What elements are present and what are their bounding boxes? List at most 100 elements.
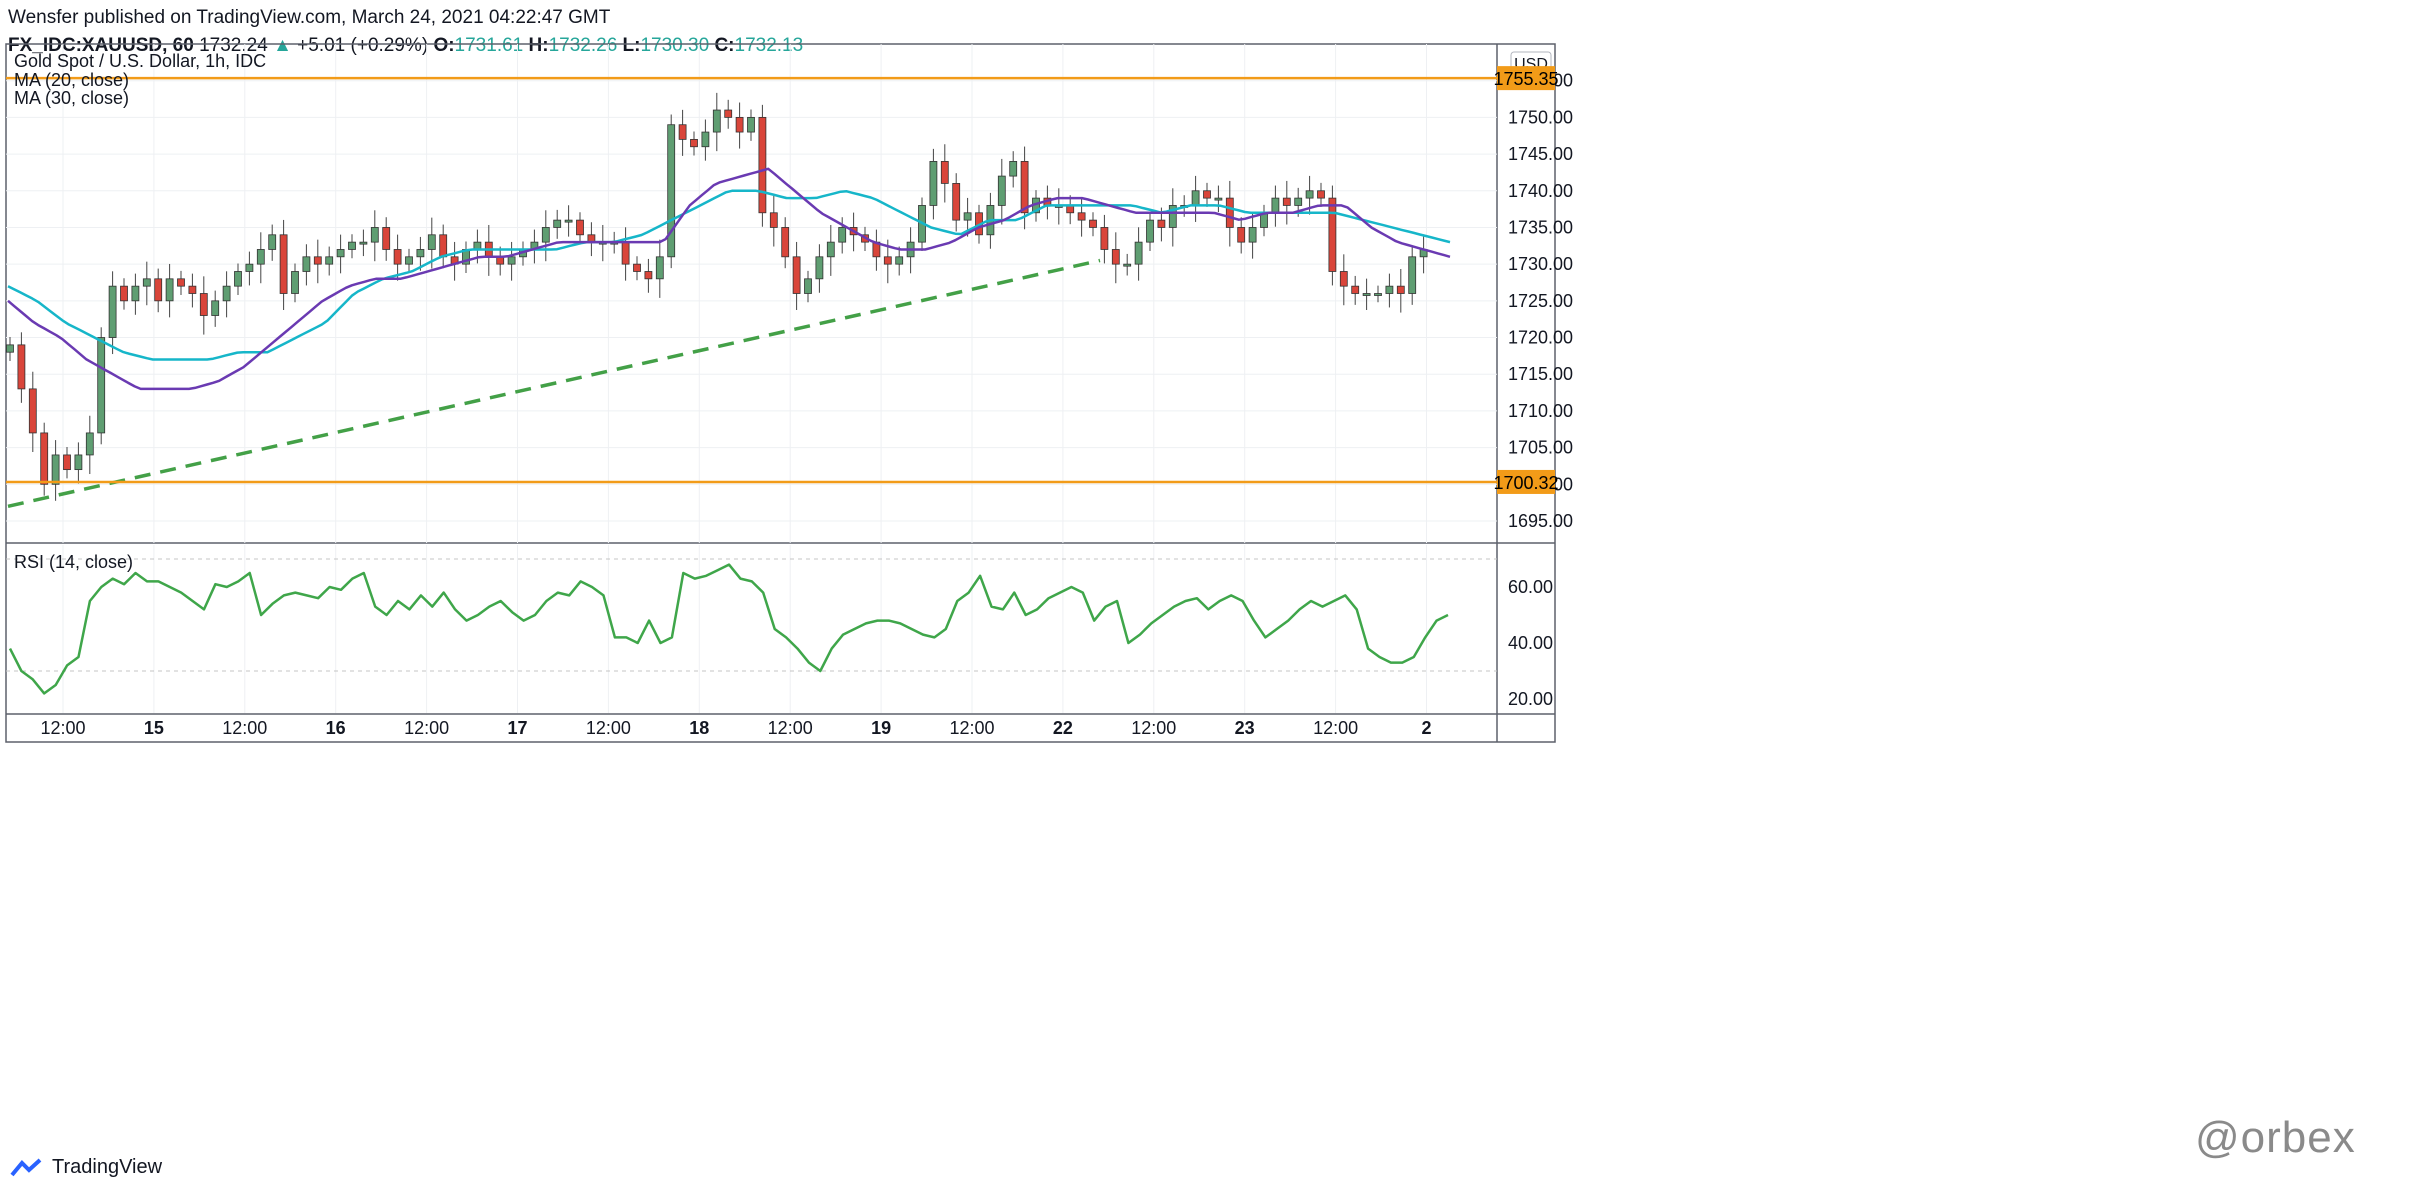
level-price-tag	[1497, 66, 1555, 91]
candle	[1362, 293, 1371, 296]
price-tick-label: 1720.00	[1508, 328, 1573, 348]
time-tick-label: 17	[507, 718, 527, 738]
candle	[1339, 271, 1348, 287]
candle	[815, 256, 824, 280]
candle	[826, 241, 835, 258]
time-tick-label: 12:00	[949, 718, 994, 738]
candle	[895, 256, 904, 265]
rsi-tick-label: 20.00	[1508, 689, 1553, 709]
time-tick-label: 22	[1053, 718, 1073, 738]
symbol-label: FX_IDC:XAUUSD, 60	[8, 35, 194, 56]
candle	[291, 271, 299, 294]
candle	[1374, 293, 1382, 296]
candle	[758, 116, 767, 214]
up-arrow-icon: ▲	[273, 35, 292, 56]
candle	[1089, 219, 1097, 228]
candle	[222, 285, 231, 302]
candle	[325, 256, 334, 265]
candle	[781, 227, 790, 258]
candle	[655, 256, 664, 280]
time-tick-label: 12:00	[222, 718, 267, 738]
candle	[1328, 197, 1337, 272]
candle	[838, 227, 847, 243]
candle	[302, 256, 311, 272]
candle	[6, 344, 14, 353]
candle	[1009, 161, 1018, 177]
candle	[108, 285, 117, 338]
time-tick-label: 19	[871, 718, 891, 738]
candle	[336, 249, 345, 258]
candle	[393, 249, 402, 265]
candle	[85, 432, 94, 456]
candle	[883, 256, 892, 265]
candle	[724, 109, 733, 118]
candle	[1020, 161, 1029, 214]
high-value: 1732.26	[548, 35, 618, 56]
price-tick-label: 1725.00	[1508, 291, 1573, 311]
rsi-line	[8, 563, 1449, 695]
candle	[1168, 205, 1177, 228]
candle	[633, 263, 641, 272]
candle	[576, 219, 584, 236]
time-tick-label: 16	[326, 718, 346, 738]
candle	[17, 344, 26, 390]
publisher-line: Wensfer published on TradingView.com, Ma…	[8, 7, 611, 28]
time-tick-label: 12:00	[1131, 718, 1176, 738]
close-label: C:	[714, 35, 735, 56]
price-tick-label: 1705.00	[1508, 438, 1573, 458]
candle	[1282, 197, 1291, 206]
candle	[211, 300, 220, 316]
candle	[1077, 212, 1086, 221]
candle	[268, 234, 277, 250]
time-tick-label: 23	[1235, 718, 1255, 738]
candle	[952, 183, 961, 221]
price-tick-label: 1695.00	[1508, 511, 1573, 531]
candle	[142, 278, 151, 287]
candle	[63, 454, 71, 471]
candle	[769, 212, 778, 228]
time-tick-label: 12:00	[768, 718, 813, 738]
tradingview-icon	[10, 1158, 42, 1176]
high-label: H:	[528, 35, 549, 56]
candle	[234, 271, 242, 287]
candle	[735, 116, 744, 133]
candle	[1191, 190, 1200, 206]
candle	[621, 241, 630, 265]
trendline[interactable]	[7, 258, 1101, 509]
candle	[1157, 219, 1166, 228]
candle	[940, 161, 949, 184]
candle	[747, 116, 755, 133]
price-tick-label: 1745.00	[1508, 144, 1573, 164]
candle	[1123, 263, 1132, 267]
chart-title: Gold Spot / U.S. Dollar, 1h, IDC	[14, 51, 266, 71]
low-value: 1730.30	[640, 35, 710, 56]
level-price-tag	[1497, 469, 1555, 494]
price-tick-label: 1730.00	[1508, 254, 1573, 274]
candle	[28, 388, 37, 434]
tradingview-brand: TradingView	[52, 1156, 163, 1178]
candle	[131, 285, 140, 302]
candle	[792, 256, 801, 294]
candle	[1134, 241, 1143, 265]
candle	[997, 175, 1006, 206]
candle	[188, 285, 197, 294]
candle	[1225, 197, 1234, 228]
candle	[1294, 197, 1303, 206]
candle	[553, 219, 562, 228]
last-price: 1732.24	[199, 35, 268, 56]
level-price-label: 1700.32	[1493, 473, 1558, 493]
low-label: L:	[622, 35, 641, 56]
candle	[1305, 190, 1314, 199]
tradingview-logo[interactable]: TradingView	[10, 1156, 162, 1179]
candle	[1100, 227, 1109, 250]
candle	[245, 263, 254, 272]
candle	[1385, 285, 1394, 294]
candle	[1146, 219, 1154, 243]
candle	[690, 138, 698, 148]
candle	[1203, 190, 1211, 199]
level-price-label: 1755.35	[1493, 69, 1558, 89]
candle	[667, 124, 676, 258]
candle	[256, 249, 265, 265]
candle	[370, 227, 379, 243]
